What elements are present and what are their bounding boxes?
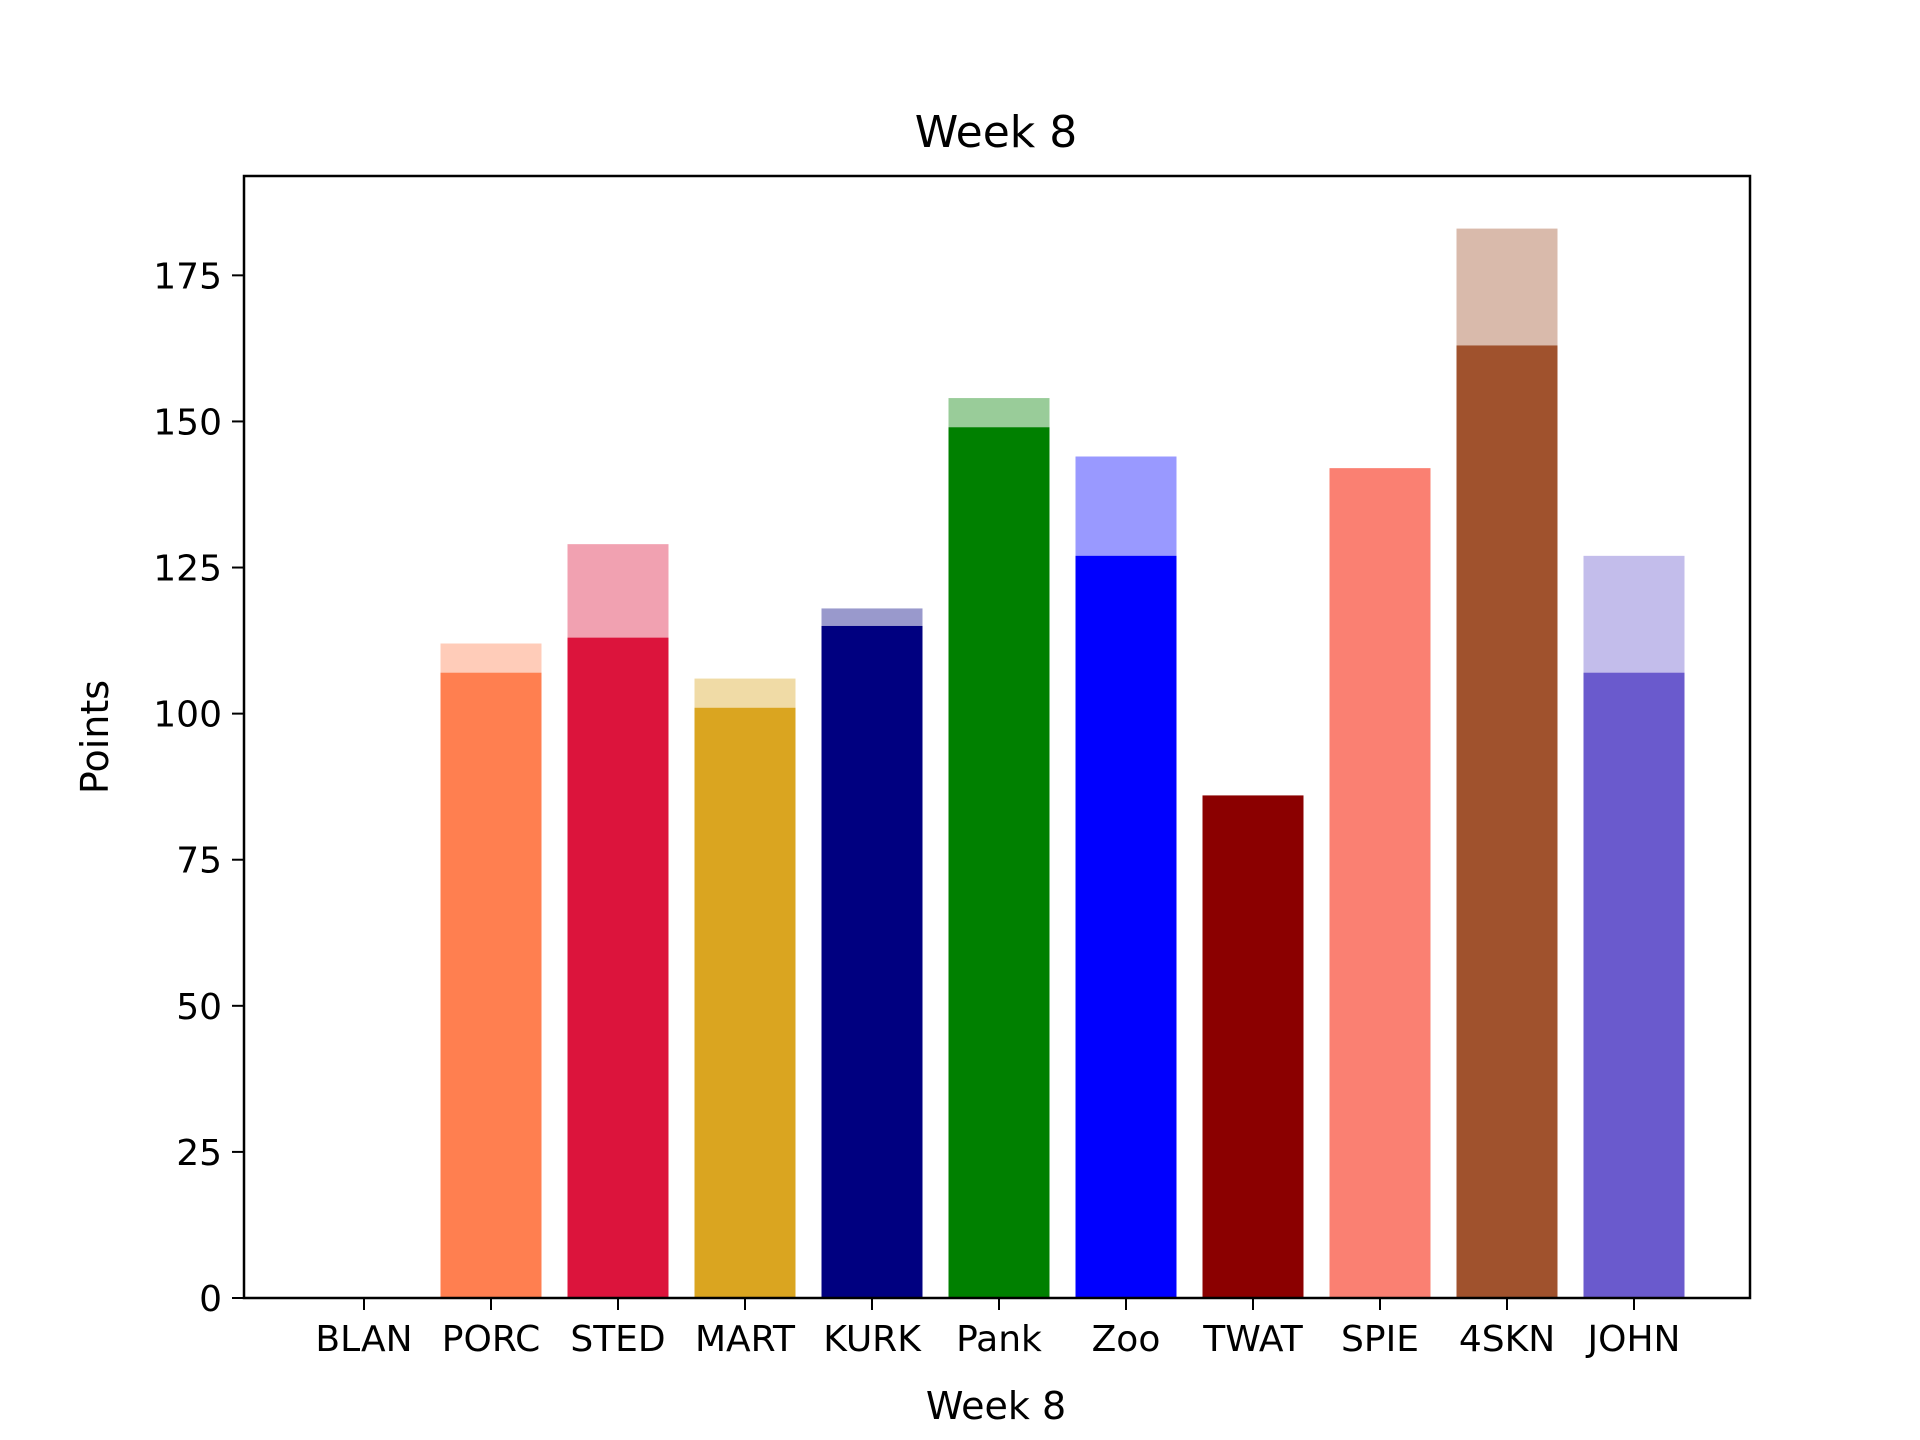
x-tick-label-blan: BLAN [315, 1319, 412, 1360]
chart-title: Week 8 [915, 107, 1078, 158]
bar-primary-zoo [1075, 555, 1177, 1298]
y-tick-label-75: 75 [176, 841, 222, 882]
x-tick-label-mart: MART [695, 1319, 796, 1360]
x-tick-label-spie: SPIE [1341, 1319, 1419, 1360]
y-tick-label-50: 50 [176, 987, 222, 1028]
x-tick-label-4skn: 4SKN [1459, 1319, 1555, 1360]
x-axis-ticks: BLAN PORC STED MART KURK Pank Zoo TWAT SPIE 4SKN J… [315, 1298, 1680, 1360]
bar-primary-porc [440, 672, 542, 1298]
x-tick-label-sted: STED [570, 1319, 665, 1360]
plot-area-frame [242, 174, 1752, 1300]
x-tick-label-kurk: KURK [823, 1319, 922, 1360]
bar-primary-4skn [1456, 345, 1558, 1298]
bar-primary-twat [1202, 795, 1304, 1298]
x-axis-label: Week 8 [926, 1384, 1066, 1428]
x-tick-label-zoo: Zoo [1092, 1319, 1161, 1360]
x-tick-label-porc: PORC [442, 1319, 540, 1360]
y-tick-label-175: 175 [153, 256, 222, 297]
x-tick-label-twat: TWAT [1202, 1319, 1303, 1360]
bars-group [440, 228, 1685, 1298]
bar-primary-john [1583, 672, 1685, 1298]
x-tick-label-john: JOHN [1586, 1319, 1681, 1360]
y-axis-label: Points [73, 680, 117, 794]
y-tick-label-25: 25 [176, 1133, 222, 1174]
y-tick-label-100: 100 [153, 695, 222, 736]
y-tick-label-0: 0 [199, 1279, 222, 1320]
y-axis-ticks: 0 25 50 75 100 125 150 175 [153, 256, 244, 1320]
bar-primary-kurk [821, 625, 923, 1298]
y-tick-label-150: 150 [153, 402, 222, 443]
y-tick-label-125: 125 [153, 549, 222, 590]
bar-primary-pank [948, 427, 1050, 1298]
bar-primary-sted [567, 637, 669, 1298]
x-tick-label-pank: Pank [956, 1319, 1042, 1360]
bar-primary-mart [694, 707, 796, 1298]
bar-primary-spie [1329, 468, 1431, 1298]
